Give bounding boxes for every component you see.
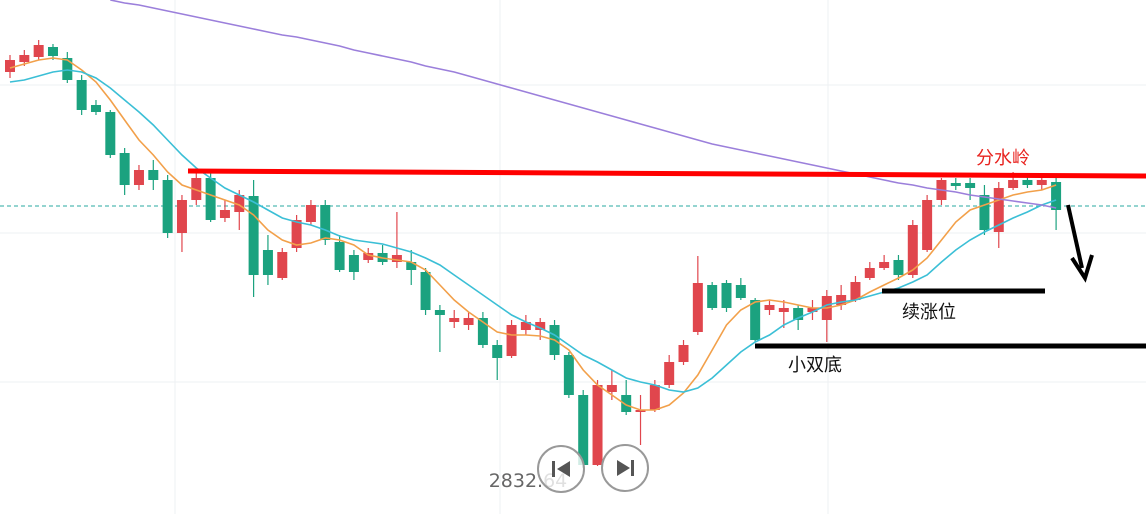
candle-body <box>434 310 445 315</box>
candle-body <box>793 308 804 320</box>
candle-body <box>778 308 789 312</box>
candle-body <box>391 255 402 262</box>
watershed-line <box>187 168 1146 179</box>
candle-body <box>33 45 44 57</box>
candle-body <box>879 262 890 268</box>
candle-body <box>649 385 660 410</box>
candle-body <box>965 183 976 188</box>
plot <box>5 0 1062 468</box>
candle-body <box>764 305 775 310</box>
candle-body <box>807 308 818 312</box>
candle-body <box>907 225 918 275</box>
candle-body <box>578 395 589 465</box>
candle-body <box>449 318 460 322</box>
candle-body <box>148 170 159 180</box>
candle-body <box>90 105 101 112</box>
candle-body <box>5 60 15 72</box>
candle-body <box>76 80 87 110</box>
annotation: 小双底 <box>788 355 842 376</box>
candle-body <box>305 205 316 222</box>
candle-body <box>535 322 546 330</box>
ma-line <box>110 0 1057 209</box>
candle-body <box>678 345 689 362</box>
candle-body <box>219 210 230 218</box>
candle-body <box>721 283 732 308</box>
candle-body <box>277 252 288 278</box>
candle-body <box>234 195 245 212</box>
down-arrow <box>1066 204 1094 283</box>
candle-body <box>1022 180 1033 185</box>
candle-body <box>1008 180 1019 188</box>
candle-body <box>348 255 359 272</box>
annotation: 续涨位 <box>902 302 956 323</box>
candle-body <box>119 153 130 185</box>
candle-body <box>993 188 1004 232</box>
candle-body <box>205 178 216 220</box>
candle-body <box>621 395 632 412</box>
candle-body <box>19 55 30 62</box>
candle-body <box>248 196 259 275</box>
candle-body <box>606 385 617 392</box>
candle-body <box>635 410 646 412</box>
annotation: 分水岭 <box>976 148 1030 169</box>
candle-body <box>506 325 517 356</box>
candle-body <box>105 112 116 155</box>
candle-body <box>850 282 861 300</box>
candle-body <box>692 283 703 332</box>
candle-body <box>47 47 58 56</box>
candle-body <box>477 318 488 345</box>
candle-body <box>664 362 675 385</box>
candle-body <box>262 250 273 275</box>
candle-body <box>492 345 503 358</box>
candle-body <box>176 200 187 233</box>
candle-body <box>836 295 847 305</box>
candle-body <box>1051 182 1062 210</box>
candle-body <box>735 285 746 298</box>
candle-body <box>520 322 531 330</box>
candle-body <box>363 253 374 260</box>
candle-body <box>922 200 933 250</box>
candle-body <box>420 272 431 310</box>
candle-body <box>864 268 875 278</box>
candle-body <box>320 205 331 240</box>
prev-button[interactable] <box>537 445 585 493</box>
candle-body <box>893 260 904 275</box>
candle-body <box>950 183 961 186</box>
candle-body <box>563 355 574 395</box>
candle-body <box>191 178 202 200</box>
candle-body <box>750 300 761 340</box>
candle-body <box>707 285 718 308</box>
ma-line <box>9 57 1057 411</box>
candle-body <box>62 58 73 80</box>
next-button[interactable] <box>601 444 649 492</box>
candle-body <box>406 262 417 270</box>
ma-line <box>9 69 1057 393</box>
candle-body <box>334 242 345 270</box>
candle-body <box>162 180 173 233</box>
candle-body <box>979 195 990 230</box>
candle-body <box>133 170 144 185</box>
candle-body <box>1036 180 1047 185</box>
candle-body <box>291 220 302 248</box>
candle-body <box>463 318 474 325</box>
candle-body <box>592 385 603 465</box>
